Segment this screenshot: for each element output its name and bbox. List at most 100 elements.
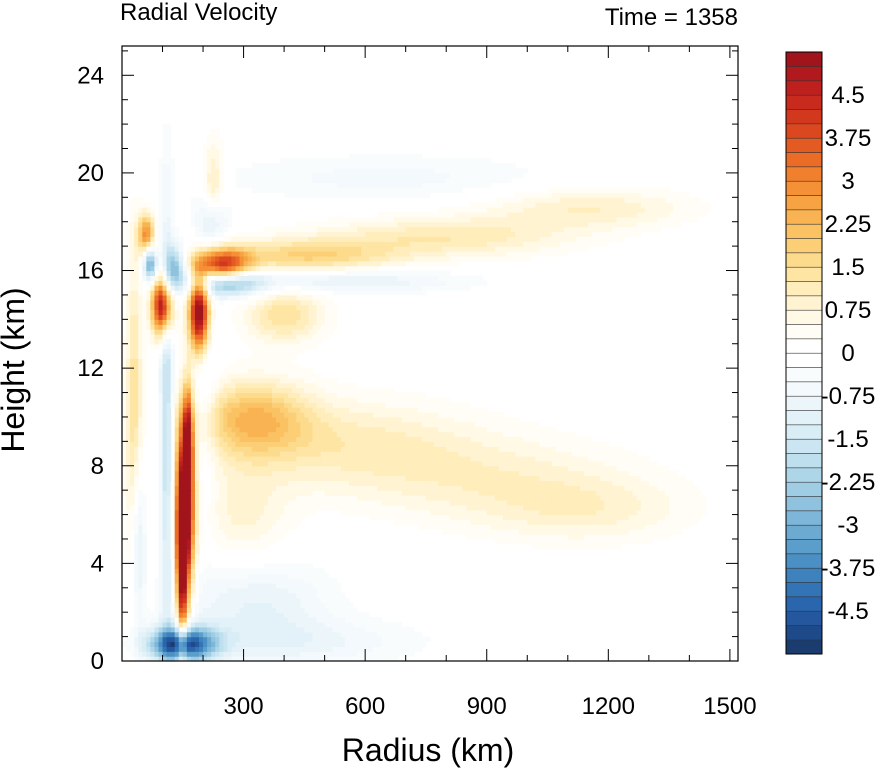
field-cell	[186, 353, 192, 359]
field-cell	[490, 519, 496, 525]
field-cell	[409, 514, 415, 521]
field-cell	[373, 514, 378, 521]
field-cell	[255, 382, 261, 389]
field-cell	[628, 475, 634, 481]
field-cell	[247, 446, 253, 452]
field-cell	[158, 631, 164, 638]
field-cell	[158, 431, 164, 438]
field-cell	[620, 446, 626, 452]
field-cell	[276, 451, 281, 457]
field-cell	[357, 431, 362, 438]
field-cell	[247, 641, 253, 647]
field-cell	[348, 416, 354, 423]
field-cell	[162, 456, 168, 462]
field-cell	[263, 470, 269, 477]
field-cell	[450, 480, 455, 486]
field-cell	[624, 504, 630, 511]
field-cell	[332, 504, 338, 511]
field-cell	[243, 607, 249, 613]
field-cell	[166, 548, 172, 555]
field-cell	[519, 519, 524, 525]
field-cell	[385, 651, 391, 657]
field-cell	[490, 451, 496, 457]
field-cell	[263, 426, 269, 433]
field-cell	[130, 358, 135, 364]
field-cell	[648, 490, 654, 496]
field-cell	[681, 499, 686, 506]
field-cell	[138, 553, 143, 560]
field-cell	[450, 460, 455, 467]
field-cell	[328, 646, 334, 652]
field-cell	[543, 460, 549, 467]
field-cell	[434, 460, 439, 467]
field-cell	[624, 534, 630, 540]
field-cell	[474, 504, 480, 511]
field-cell	[478, 524, 484, 530]
field-cell	[292, 582, 297, 589]
field-cell	[665, 480, 670, 486]
field-cell	[223, 451, 228, 457]
field-cell	[393, 460, 399, 467]
field-cell	[425, 431, 431, 438]
field-cell	[296, 636, 301, 643]
field-cell	[211, 421, 216, 428]
field-cell	[442, 509, 447, 516]
field-cell	[458, 509, 464, 516]
field-cell	[369, 499, 374, 506]
field-cell	[612, 514, 618, 521]
field-cell	[263, 656, 269, 662]
field-cell	[624, 456, 630, 462]
field-cell	[174, 416, 180, 423]
field-cell	[174, 563, 180, 569]
field-cell	[215, 529, 220, 535]
field-cell	[446, 436, 451, 442]
field-cell	[203, 631, 208, 638]
field-cell	[442, 529, 447, 535]
field-cell	[482, 475, 488, 481]
field-cell	[353, 441, 358, 447]
field-cell	[567, 529, 573, 535]
field-cell	[284, 573, 289, 579]
field-cell	[231, 392, 237, 399]
field-cell	[361, 651, 366, 657]
field-cell	[600, 470, 605, 477]
field-cell	[138, 529, 143, 535]
field-cell	[178, 446, 184, 452]
field-cell	[446, 431, 451, 438]
field-cell	[344, 607, 350, 613]
field-cell	[255, 353, 261, 359]
field-cell	[361, 470, 366, 477]
field-cell	[430, 519, 435, 525]
field-cell	[284, 402, 289, 408]
field-cell	[296, 499, 301, 506]
field-cell	[490, 436, 496, 442]
field-cell	[478, 470, 484, 477]
field-cell	[454, 456, 459, 462]
field-cell	[215, 519, 220, 525]
field-cell	[361, 431, 366, 438]
field-cell	[369, 475, 374, 481]
field-cell	[280, 626, 285, 633]
field-cell	[636, 480, 642, 486]
field-cell	[685, 524, 690, 530]
field-cell	[446, 407, 451, 413]
field-cell	[584, 504, 589, 511]
field-cell	[357, 656, 362, 662]
field-cell	[284, 382, 289, 389]
field-cell	[320, 392, 326, 399]
field-cell	[681, 480, 686, 486]
field-cell	[421, 636, 427, 643]
field-cell	[296, 597, 301, 604]
field-cell	[381, 412, 387, 418]
field-cell	[389, 441, 395, 447]
field-cell	[600, 538, 605, 545]
field-cell	[344, 646, 350, 652]
field-cell	[288, 587, 293, 594]
field-cell	[134, 416, 139, 423]
field-cell	[239, 490, 245, 496]
field-cell	[178, 509, 184, 516]
field-cell	[324, 636, 330, 643]
field-cell	[543, 475, 549, 481]
field-cell	[203, 412, 208, 418]
field-cell	[162, 656, 168, 662]
